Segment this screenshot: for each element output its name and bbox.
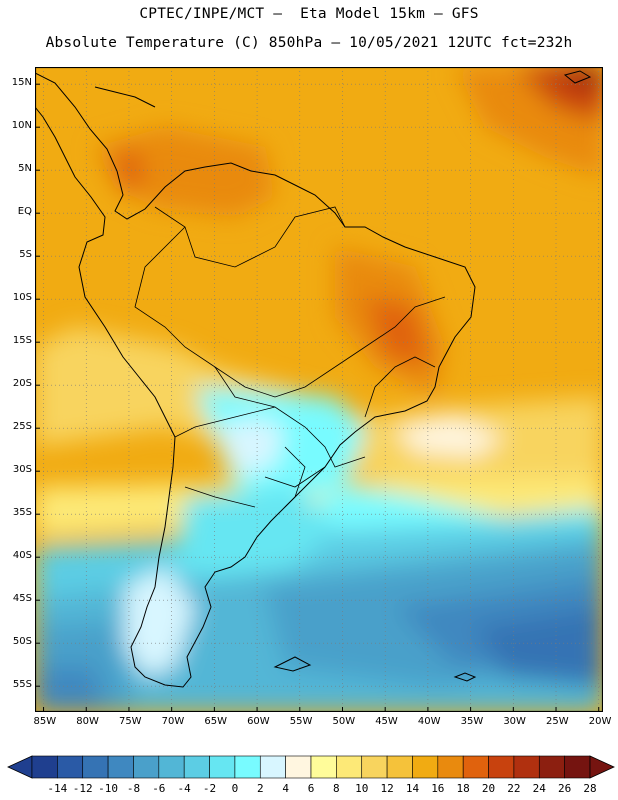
- lon-tick-label: 50W: [332, 716, 356, 727]
- colorbar-swatch: [31, 755, 58, 779]
- lon-tick-label: 70W: [161, 716, 185, 727]
- lon-tick-label: 85W: [33, 716, 57, 727]
- colorbar-swatch: [133, 755, 160, 779]
- colorbar-label: -8: [127, 782, 140, 795]
- lon-tick-label: 55W: [289, 716, 313, 727]
- colorbar-label: -6: [152, 782, 165, 795]
- lon-tick-label: 60W: [247, 716, 270, 727]
- chart-subtitle: Absolute Temperature (C) 850hPa – 10/05/…: [45, 35, 573, 51]
- colorbar-label: 26: [558, 782, 571, 795]
- temperature-map: [35, 67, 603, 712]
- colorbar-label: 4: [282, 782, 289, 795]
- colorbar-label: -12: [73, 782, 93, 795]
- lon-tick-label: 75W: [118, 716, 142, 727]
- colorbar-label: 28: [583, 782, 596, 795]
- colorbar-swatch: [488, 755, 515, 779]
- lat-tick-label: 55S: [12, 679, 32, 691]
- lon-tick-label: 35W: [460, 716, 484, 727]
- colorbar-label: 6: [308, 782, 315, 795]
- colorbar-label: 22: [507, 782, 520, 795]
- lat-tick-label: 30S: [12, 464, 32, 476]
- colorbar-label: -10: [98, 782, 118, 795]
- lat-tick-label: 5N: [18, 163, 32, 175]
- map-frame: [35, 67, 603, 712]
- colorbar-swatch: [386, 755, 413, 779]
- colorbar-swatch: [183, 755, 210, 779]
- lon-tick-label: 40W: [417, 716, 441, 727]
- lat-tick-label: 35S: [12, 507, 32, 519]
- colorbar-swatch: [336, 755, 363, 779]
- colorbar-label: 16: [431, 782, 444, 795]
- colorbar-swatch: [82, 755, 109, 779]
- lat-tick-label: 25S: [12, 421, 32, 433]
- colorbar-swatch: [361, 755, 388, 779]
- colorbar-label: 2: [257, 782, 264, 795]
- colorbar-swatch: [513, 755, 540, 779]
- colorbar-label: 10: [355, 782, 368, 795]
- lat-tick-label: EQ: [17, 206, 32, 218]
- country-borders: [134, 206, 446, 508]
- colorbar-swatch: [107, 755, 134, 779]
- lat-tick-label: 10S: [12, 292, 32, 304]
- colorbar-swatch: [437, 755, 464, 779]
- colorbar-swatch: [538, 755, 565, 779]
- lon-tick-label: 20W: [588, 716, 612, 727]
- colorbar-label: -14: [47, 782, 67, 795]
- colorbar-label: 14: [406, 782, 420, 795]
- colorbar-swatch: [259, 755, 286, 779]
- lat-tick-label: 15S: [12, 335, 32, 347]
- colorbar-swatch: [57, 755, 84, 779]
- lat-tick-label: 45S: [12, 593, 32, 605]
- lat-tick-label: 15N: [11, 77, 32, 89]
- colorbar-label: 8: [333, 782, 340, 795]
- lat-tick-label: 5S: [19, 249, 32, 261]
- colorbar-swatch: [158, 755, 185, 779]
- lon-tick-label: 30W: [503, 716, 526, 727]
- colorbar-swatch: [209, 755, 236, 779]
- lat-tick-label: 50S: [12, 636, 32, 648]
- lon-tick-label: 45W: [375, 716, 398, 727]
- colorbar-swatch: [412, 755, 439, 779]
- coastline: [35, 70, 592, 688]
- colorbar-swatch: [285, 755, 312, 779]
- colorbar-swatch: [310, 755, 337, 779]
- colorbar-label: 18: [457, 782, 470, 795]
- colorbar-label: 12: [380, 782, 393, 795]
- temperature-field: [35, 67, 603, 712]
- color-scale-legend: -14 -12 -10 -8 -6 -4 -2 0 2 4 6 8 10 12 14 16 18 20 22 24 26…: [7, 755, 615, 795]
- lat-tick-label: 20S: [12, 378, 32, 390]
- lat-tick-label: 10N: [11, 120, 32, 132]
- colorbar-high-arrow: [589, 755, 615, 779]
- lon-tick-label: 80W: [76, 716, 99, 727]
- lon-tick-label: 25W: [546, 716, 569, 727]
- lat-lon-grid: [35, 67, 603, 712]
- lon-tick-label: 65W: [204, 716, 227, 727]
- colorbar-swatch: [564, 755, 591, 779]
- colorbar-swatch: [234, 755, 261, 779]
- colorbar-label: 24: [533, 782, 547, 795]
- colorbar-swatch: [462, 755, 489, 779]
- colorbar-low-arrow: [7, 755, 33, 779]
- colorbar-label: 0: [232, 782, 239, 795]
- chart-title: CPTEC/INPE/MCT – Eta Model 15km – GFS: [139, 6, 479, 22]
- colorbar-label: 20: [482, 782, 495, 795]
- lat-tick-label: 40S: [12, 550, 32, 562]
- colorbar-label: -2: [203, 782, 216, 795]
- colorbar-label: -4: [178, 782, 192, 795]
